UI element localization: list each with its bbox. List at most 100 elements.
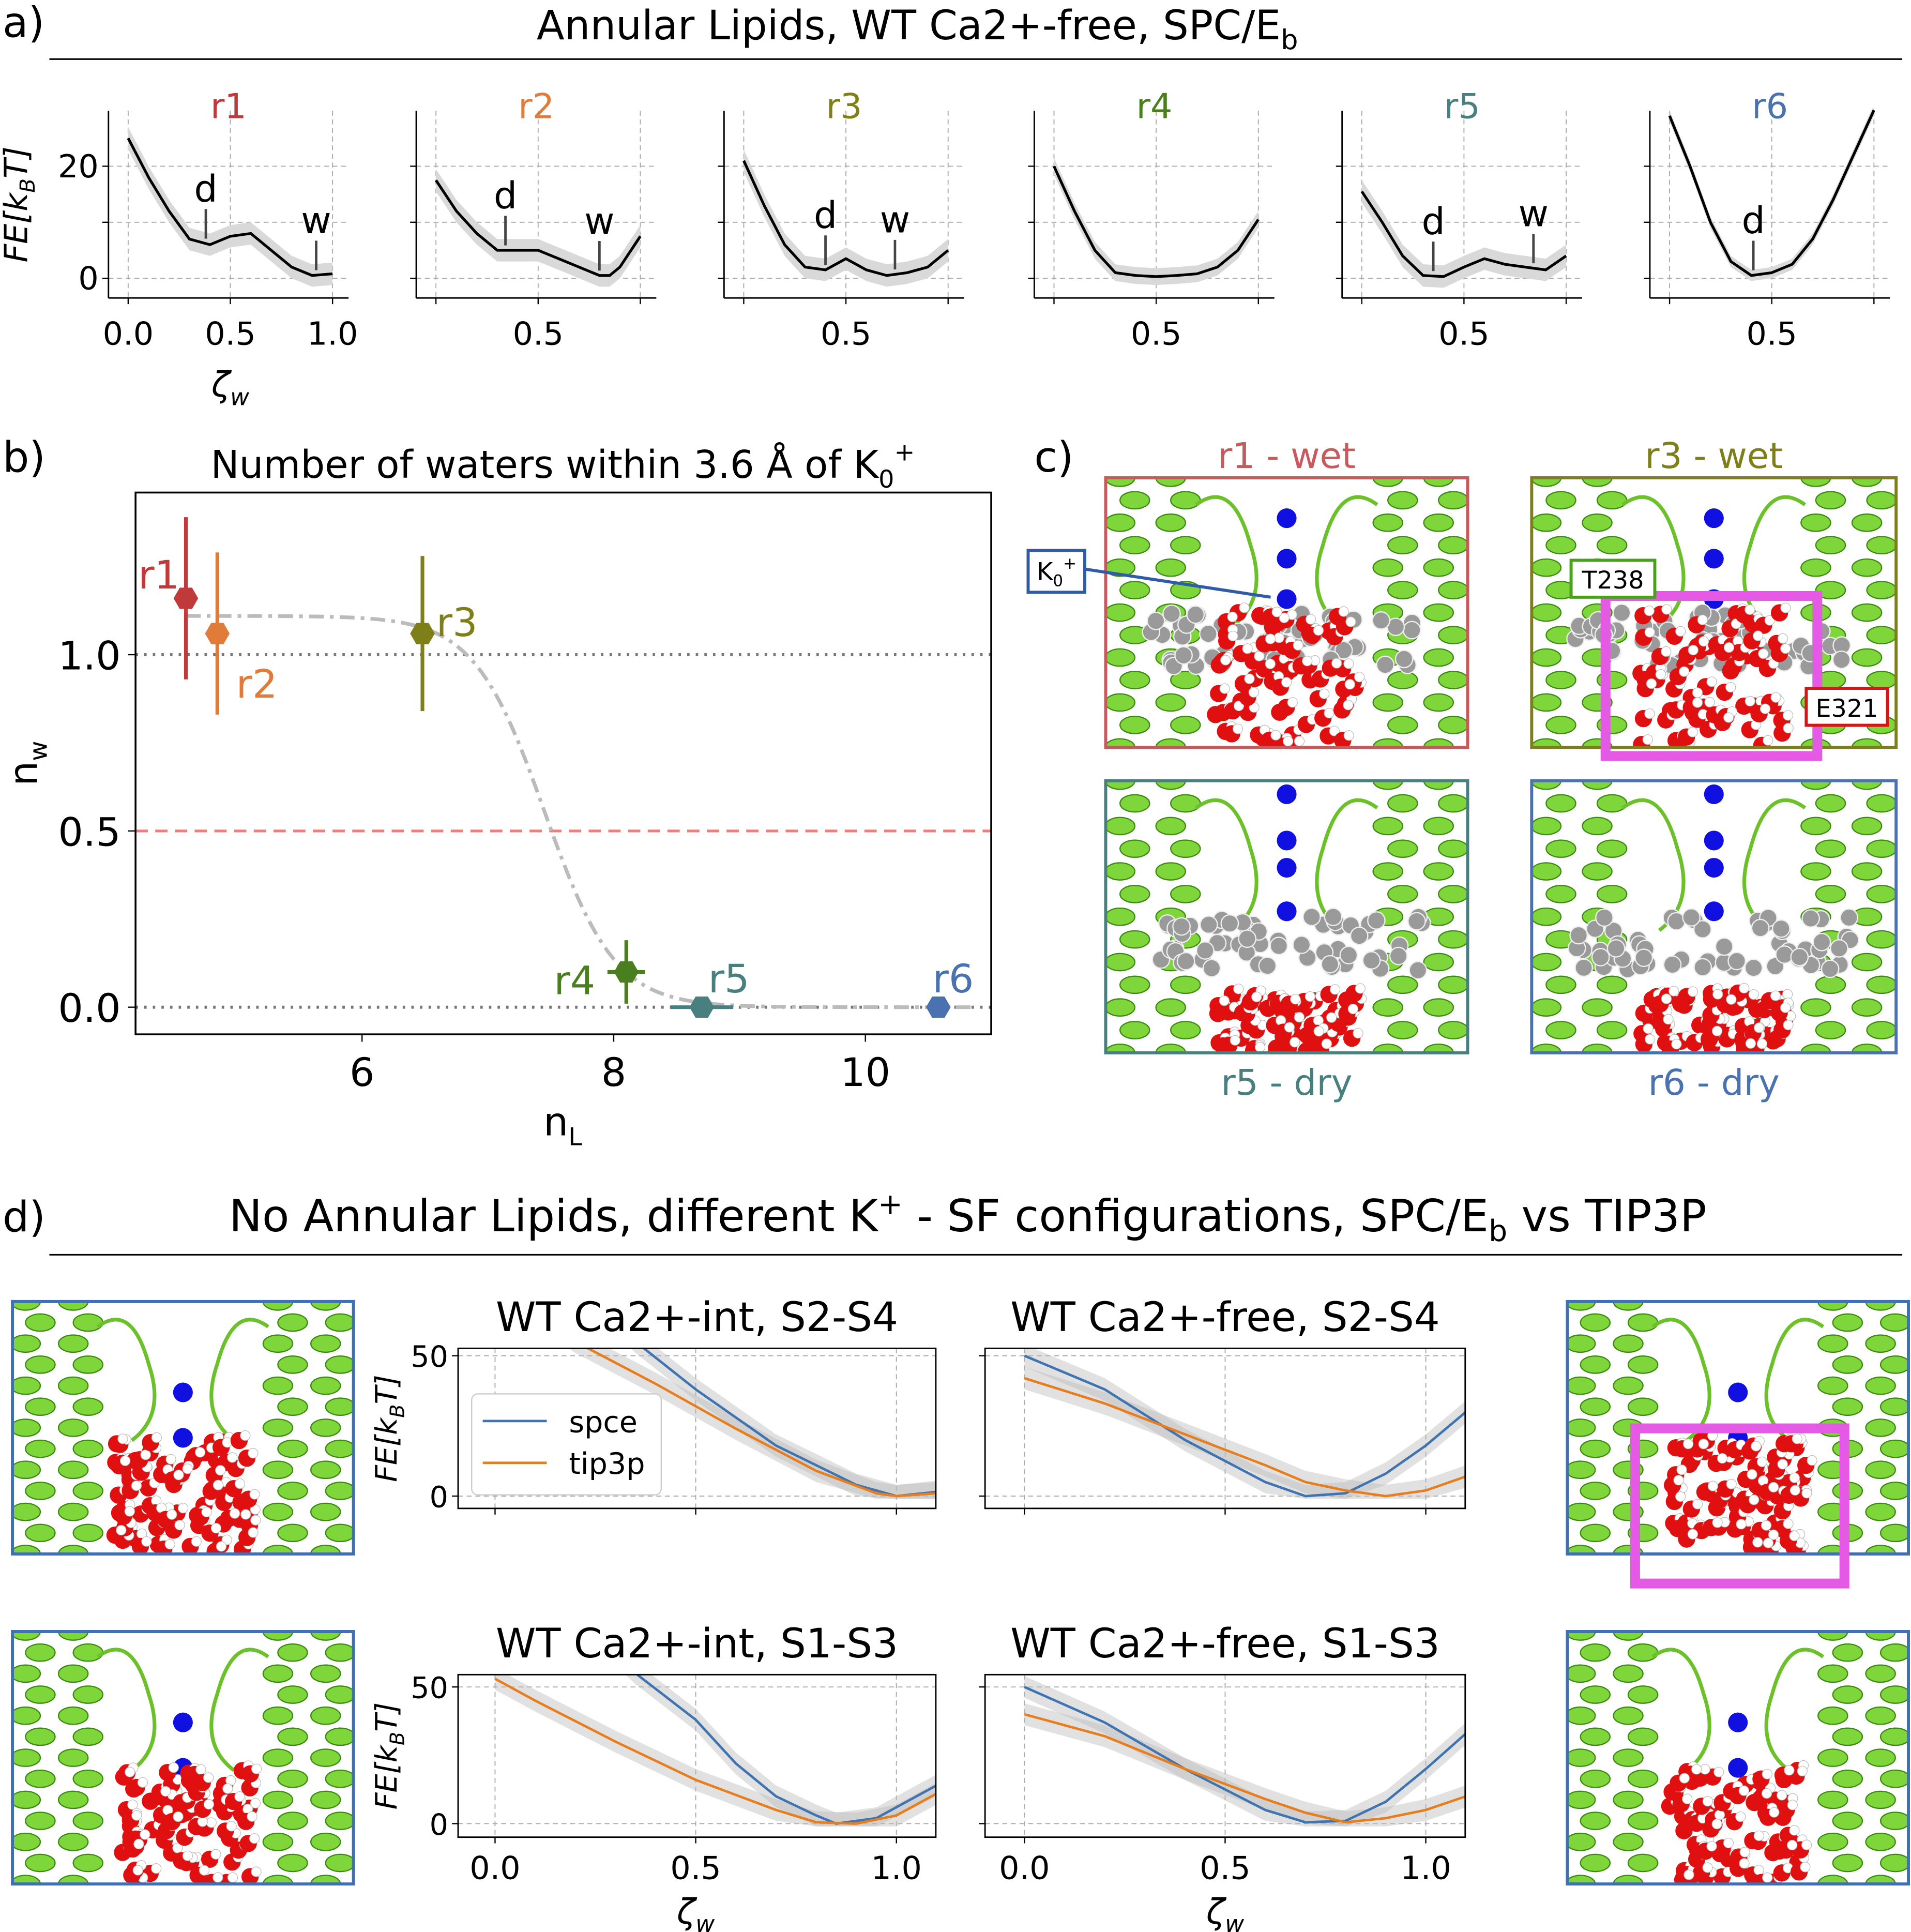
protein-helix-segment [1155, 738, 1186, 748]
protein-helix-segment [1545, 491, 1576, 510]
snapshot-title: r1 - wet [1218, 435, 1356, 477]
water-hydrogen [133, 1838, 144, 1850]
protein-helix-segment [1119, 581, 1150, 600]
plot-title: r1 [210, 86, 247, 127]
protein-helix-segment [1832, 1355, 1863, 1374]
protein-helix-segment [1170, 885, 1201, 903]
protein-helix-segment [1800, 558, 1831, 577]
water-hydrogen [191, 1536, 202, 1547]
x-tick-label: 1.0 [307, 315, 358, 353]
protein-helix-segment [1105, 862, 1135, 881]
protein-helix-segment [12, 1502, 41, 1521]
selectivity-filter-loop [209, 1648, 269, 1772]
protein-helix-segment [277, 1643, 308, 1662]
protein-helix-segment [1170, 671, 1201, 689]
x-tick-label: 0.5 [513, 315, 564, 353]
protein-helix-segment [1817, 1832, 1848, 1851]
water-hydrogen [1768, 1529, 1779, 1540]
k0-label-box [1026, 549, 1086, 594]
protein-helix-segment [1866, 536, 1897, 555]
protein-helix-segment [310, 1632, 341, 1641]
protein-helix-segment [1372, 513, 1404, 532]
molecular-snapshot [1530, 476, 1898, 778]
protein-helix-segment [325, 1727, 354, 1746]
water-hydrogen [1756, 1038, 1768, 1049]
protein-helix-segment [1438, 536, 1468, 555]
protein-helix-segment [1171, 1067, 1200, 1084]
protein-helix-segment [1531, 693, 1562, 712]
lipid-atom [1832, 650, 1851, 669]
lipid-atom [1751, 918, 1770, 938]
water-hydrogen [1273, 632, 1284, 643]
y-axis-label: FE[kBT] [370, 1375, 408, 1482]
protein-helix-segment [1582, 513, 1613, 532]
snapshot-content [1105, 477, 1468, 778]
uncertainty-band [495, 1674, 936, 1827]
protein-helix-segment [1627, 1397, 1659, 1416]
protein-helix-segment [1832, 1769, 1863, 1788]
protein-helix-segment [1545, 975, 1576, 994]
fe-plot-r3: 0.5 r3 d w [718, 86, 964, 353]
molecular-snapshot [11, 1300, 355, 1583]
x-tick-label: 8 [601, 1049, 626, 1095]
water-hydrogen [1675, 1491, 1686, 1502]
selectivity-filter-loop [1195, 495, 1258, 628]
water-hydrogen [168, 1762, 179, 1773]
plot-title: WT Ca2+-free, S1-S3 [1010, 1620, 1440, 1667]
protein-helix-segment [310, 1301, 341, 1311]
water-hydrogen [1723, 712, 1734, 723]
lipid-atom [1693, 920, 1712, 939]
protein-helix-segment [262, 1875, 294, 1884]
protein-helix-segment [1582, 862, 1613, 881]
water-hydrogen [1792, 1433, 1802, 1444]
series-line-tip3p [494, 1678, 936, 1825]
highlight-box [1600, 591, 1823, 761]
protein-helix-segment [1613, 1301, 1644, 1311]
water-hydrogen [1265, 658, 1276, 669]
water-hydrogen [201, 1506, 212, 1518]
plot-frame [457, 1347, 937, 1510]
protein-helix-segment [1438, 839, 1468, 858]
water-hydrogen [1752, 630, 1764, 641]
water-hydrogen [1248, 687, 1259, 698]
uncertainty-band [625, 1674, 936, 1827]
water-hydrogen [1305, 991, 1316, 1002]
protein-helix-segment [1438, 491, 1468, 510]
protein-helix-segment [73, 1566, 103, 1583]
protein-helix-segment [72, 1439, 104, 1458]
protein-helix-segment [1567, 1790, 1596, 1809]
water-hydrogen [1739, 983, 1750, 994]
water-hydrogen [249, 1489, 260, 1500]
protein-helix-segment [1546, 761, 1575, 778]
lipid-atom [1176, 952, 1195, 971]
water-hydrogen [1711, 1819, 1722, 1830]
lipid-atom [1715, 937, 1734, 956]
y-tick-label: 50 [411, 1340, 448, 1374]
y-tick-label: 50 [411, 1671, 448, 1705]
water-hydrogen [248, 1527, 259, 1538]
protein-helix-segment [310, 1418, 341, 1437]
protein-helix-segment [1815, 536, 1846, 555]
state-marker-label: w [1519, 192, 1549, 235]
protein-helix-segment [25, 1566, 55, 1583]
lipid-atom [1595, 908, 1614, 927]
snapshot-content [1105, 780, 1468, 1084]
water-hydrogen [141, 1536, 152, 1547]
water-hydrogen [1704, 697, 1715, 707]
protein-helix-segment [57, 1460, 89, 1480]
protein-helix-segment [1582, 998, 1613, 1017]
lipid-atom [1199, 624, 1218, 643]
water-hydrogen [1739, 1847, 1750, 1858]
protein-helix-segment [1800, 513, 1831, 532]
protein-helix-segment [1851, 603, 1883, 622]
protein-helix-segment [1387, 536, 1418, 555]
water-hydrogen [1642, 734, 1653, 745]
water-hydrogen [1763, 1537, 1774, 1548]
protein-helix-segment [1438, 761, 1468, 778]
protein-helix-segment [1865, 1706, 1896, 1725]
protein-helix-segment [12, 1875, 41, 1884]
water-hydrogen [1702, 1796, 1713, 1807]
water-hydrogen [1329, 726, 1340, 736]
lipid-atom [1821, 959, 1840, 978]
